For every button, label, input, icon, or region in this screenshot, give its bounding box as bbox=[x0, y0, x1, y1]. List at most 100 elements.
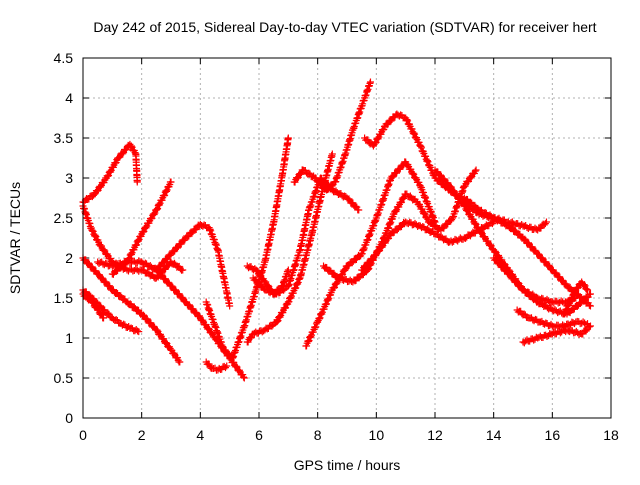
x-tick-label: 16 bbox=[545, 427, 561, 443]
data-point bbox=[113, 289, 121, 297]
data-point bbox=[139, 228, 147, 236]
data-point bbox=[584, 286, 592, 294]
data-point bbox=[112, 159, 120, 167]
data-point bbox=[393, 226, 401, 234]
data-point bbox=[127, 142, 135, 150]
data-point bbox=[292, 284, 300, 292]
data-point bbox=[467, 198, 475, 206]
data-point bbox=[150, 211, 158, 219]
data-point bbox=[97, 183, 105, 191]
x-tick-label: 4 bbox=[196, 427, 204, 443]
data-point bbox=[371, 139, 379, 147]
data-point bbox=[548, 298, 556, 306]
data-point bbox=[134, 237, 142, 245]
data-point bbox=[226, 302, 234, 310]
data-point bbox=[88, 226, 96, 234]
y-axis-ticks: 0 0.5 1 1.5 2 2.5 3 3.5 4 4.5 bbox=[54, 50, 611, 426]
data-point bbox=[466, 173, 474, 181]
series-arc-n bbox=[290, 78, 374, 194]
data-point bbox=[252, 266, 260, 274]
data-point bbox=[409, 169, 417, 177]
x-tick-label: 8 bbox=[314, 427, 322, 443]
data-point bbox=[472, 166, 480, 174]
data-point bbox=[276, 313, 284, 321]
data-point bbox=[573, 302, 581, 310]
data-point bbox=[582, 327, 590, 335]
data-point bbox=[152, 206, 160, 214]
data-point bbox=[377, 243, 385, 251]
series-arc-x bbox=[560, 278, 592, 318]
data-point bbox=[117, 264, 125, 272]
data-point bbox=[491, 247, 499, 255]
series-arc-d bbox=[79, 290, 108, 322]
data-point bbox=[586, 290, 594, 298]
x-tick-label: 14 bbox=[486, 427, 502, 443]
data-point bbox=[380, 125, 388, 133]
data-point bbox=[273, 317, 281, 325]
data-point bbox=[268, 322, 276, 330]
data-point bbox=[332, 187, 340, 195]
data-point bbox=[93, 187, 101, 195]
data-point bbox=[224, 349, 232, 357]
data-point bbox=[340, 266, 348, 274]
data-point bbox=[240, 374, 248, 382]
data-point bbox=[85, 259, 92, 267]
data-point bbox=[135, 328, 143, 336]
data-point bbox=[125, 255, 133, 263]
x-axis-label: GPS time / hours bbox=[294, 457, 401, 473]
data-point bbox=[294, 278, 302, 286]
data-point bbox=[173, 244, 181, 252]
data-point bbox=[126, 254, 134, 262]
data-point bbox=[146, 262, 154, 270]
data-point bbox=[133, 327, 141, 335]
data-point bbox=[161, 191, 169, 199]
x-tick-label: 12 bbox=[427, 427, 443, 443]
data-point bbox=[446, 182, 454, 190]
data-point bbox=[149, 210, 157, 218]
x-tick-label: 10 bbox=[369, 427, 385, 443]
data-point bbox=[403, 116, 411, 124]
data-point bbox=[420, 209, 428, 217]
data-point bbox=[399, 194, 407, 202]
data-point bbox=[119, 150, 127, 158]
data-point bbox=[471, 167, 479, 175]
data-point bbox=[424, 225, 432, 233]
data-point bbox=[580, 281, 588, 289]
x-tick-label: 0 bbox=[79, 427, 87, 443]
data-point bbox=[140, 227, 148, 235]
y-axis-label: SDTVAR / TECUs bbox=[7, 182, 23, 294]
data-point bbox=[378, 243, 386, 251]
data-point bbox=[153, 326, 161, 334]
data-point bbox=[583, 285, 591, 293]
data-point bbox=[164, 278, 172, 286]
y-tick-label: 0.5 bbox=[54, 370, 74, 386]
data-point bbox=[100, 314, 108, 322]
data-point bbox=[389, 173, 397, 181]
chart-title: Day 242 of 2015, Sidereal Day-to-day VTE… bbox=[93, 19, 596, 35]
data-point bbox=[471, 219, 479, 227]
series-arc-g bbox=[108, 178, 175, 278]
data-point bbox=[486, 211, 494, 219]
data-point bbox=[462, 234, 470, 242]
y-tick-label: 0 bbox=[65, 410, 73, 426]
data-point bbox=[204, 324, 212, 332]
series-arc-o bbox=[302, 158, 439, 350]
series-arc-k bbox=[243, 262, 292, 298]
x-tick-label: 18 bbox=[603, 427, 619, 443]
y-tick-label: 3 bbox=[65, 170, 73, 186]
data-point bbox=[586, 322, 594, 330]
data-point bbox=[398, 198, 406, 206]
data-point bbox=[328, 182, 336, 190]
data-point bbox=[355, 206, 363, 214]
data-point bbox=[375, 247, 383, 255]
data-point bbox=[330, 284, 338, 292]
series-arc-e bbox=[79, 254, 184, 366]
data-point bbox=[247, 333, 255, 341]
data-point bbox=[88, 298, 96, 306]
data-point bbox=[410, 129, 418, 137]
y-tick-label: 3.5 bbox=[54, 130, 74, 146]
series-arc-h bbox=[152, 220, 234, 310]
data-point bbox=[495, 259, 503, 267]
